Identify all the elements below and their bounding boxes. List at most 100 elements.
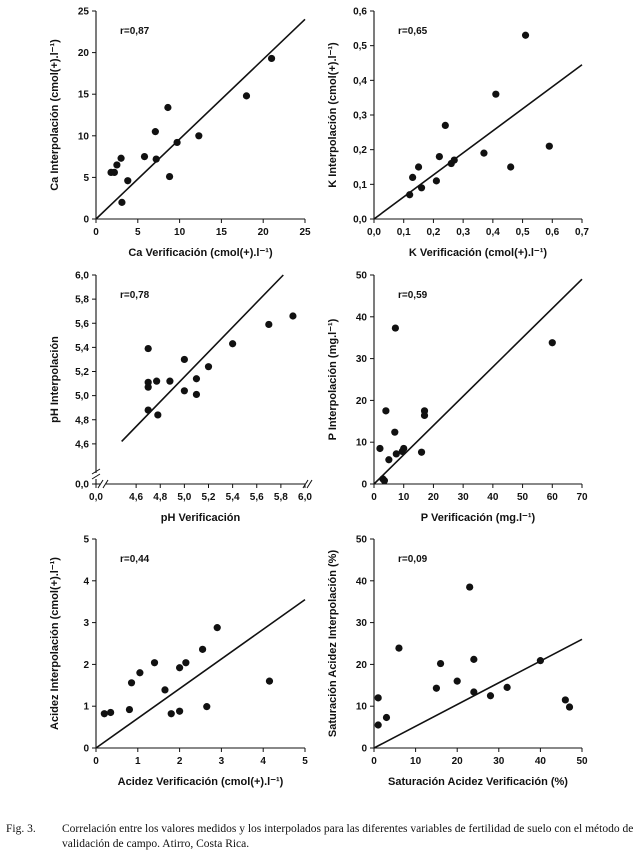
data-point <box>144 344 152 353</box>
x-tick-label: 0,5 <box>516 227 530 238</box>
data-point <box>548 339 556 347</box>
x-axis-break-mark <box>97 479 104 489</box>
data-point <box>265 320 273 329</box>
x-axis-label: Acidez Verificación (cmol(+).l⁻¹) <box>118 776 284 788</box>
x-tick-label: 0,0 <box>367 227 381 238</box>
y-tick-label: 5,8 <box>75 295 89 306</box>
y-tick-label: 4,6 <box>75 439 89 450</box>
data-point <box>391 324 399 332</box>
y-tick-label: 4,8 <box>75 415 89 426</box>
y-tick-label: 10 <box>356 438 368 449</box>
data-point <box>136 669 144 677</box>
x-tick-label: 5,2 <box>202 492 216 503</box>
x-tick-label: 20 <box>258 227 270 238</box>
y-tick-label: 0,3 <box>353 111 367 122</box>
y-tick-label: 20 <box>78 48 90 59</box>
x-tick-label: 60 <box>547 492 559 503</box>
data-point <box>441 121 449 129</box>
y-tick-label: 5,0 <box>75 391 89 402</box>
y-tick-label: 5 <box>83 173 89 184</box>
x-tick-label: 5,8 <box>274 492 288 503</box>
data-point <box>152 155 160 163</box>
data-point <box>392 450 400 458</box>
x-tick-label: 6,0 <box>298 492 312 503</box>
y-tick-label: 0,0 <box>353 215 367 226</box>
y-tick-label: 0,4 <box>353 76 367 87</box>
data-point <box>176 707 184 715</box>
x-tick-label: 0,6 <box>545 227 559 238</box>
y-tick-label: 40 <box>356 576 368 587</box>
data-point <box>100 710 108 718</box>
correlation-label: r=0,09 <box>398 554 428 565</box>
data-point <box>265 677 274 685</box>
data-point <box>229 340 237 348</box>
x-tick-label: 10 <box>410 756 422 767</box>
y-axis-label: Acidez Interpolación (cmol(+).l⁻¹) <box>49 557 61 730</box>
x-tick-label: 0,7 <box>575 227 589 238</box>
data-point <box>385 456 393 464</box>
data-point <box>436 659 445 668</box>
x-tick-label: 15 <box>216 227 228 238</box>
correlation-label: r=0,44 <box>120 554 150 565</box>
correlation-label: r=0,78 <box>120 290 150 301</box>
regression-line <box>373 638 583 749</box>
data-point <box>374 721 382 729</box>
x-tick-label: 0,2 <box>426 227 440 238</box>
data-point <box>213 624 221 632</box>
x-tick-label: 4,6 <box>129 492 143 503</box>
data-point <box>561 696 569 704</box>
data-point <box>492 90 500 98</box>
data-point <box>117 154 125 162</box>
x-axis-label: Saturación Acidez Verificación (%) <box>388 776 568 788</box>
y-tick-label: 25 <box>78 7 90 18</box>
data-point <box>450 156 458 164</box>
data-point <box>242 92 251 100</box>
data-point <box>545 142 553 150</box>
data-point <box>118 198 126 206</box>
y-tick-label: 6,0 <box>75 271 89 282</box>
x-axis-break-mark <box>102 479 109 489</box>
correlation-label: r=0,87 <box>120 26 150 37</box>
data-point <box>417 448 426 456</box>
regression-line <box>373 64 583 220</box>
y-tick-label: 20 <box>356 660 368 671</box>
y-tick-label: 50 <box>356 271 368 282</box>
data-point <box>204 363 213 371</box>
chart-panel-3: 0,0 4,6 4,8 5,0 5,2 5,4 5,6 5,8 6,0 0,0 4,6 4,8 5,0 5… <box>49 271 313 524</box>
y-axis-label: K Interpolación (cmol(+).l⁻¹) <box>327 42 339 188</box>
chart-panel-6: 0 10 20 30 40 50 0 10 20 30 40 50 r=0,09 Saturación A… <box>327 535 588 789</box>
data-point <box>165 172 174 181</box>
x-tick-label: 70 <box>576 492 588 503</box>
y-axis-break-mark <box>91 468 101 475</box>
data-point <box>400 444 408 453</box>
x-tick-label: 0 <box>371 756 377 767</box>
x-tick-label: 40 <box>487 492 499 503</box>
data-point <box>470 688 478 696</box>
y-axis-break-mark <box>91 473 101 480</box>
x-axis-break-mark <box>306 479 313 489</box>
x-tick-label: 30 <box>493 756 505 767</box>
y-axis-label: pH Interpolación <box>49 336 61 423</box>
data-point <box>182 659 190 667</box>
regression-line <box>121 274 284 443</box>
x-tick-label: 1 <box>135 756 141 767</box>
y-tick-label: 2 <box>83 660 89 671</box>
x-tick-label: 40 <box>535 756 547 767</box>
data-point <box>391 428 399 436</box>
y-tick-label: 1 <box>83 702 89 713</box>
x-tick-label: 20 <box>452 756 464 767</box>
data-point <box>480 149 488 157</box>
x-tick-label: 4 <box>260 756 266 767</box>
y-tick-label: 4 <box>83 576 89 587</box>
data-point <box>267 54 276 63</box>
data-point <box>289 312 297 320</box>
chart-panel-2: 0,0 0,1 0,2 0,3 0,4 0,5 0,6 0,7 0,0 0,1 0,2 0,3 0,4 0… <box>327 7 589 260</box>
y-tick-label: 0,2 <box>353 145 367 156</box>
x-axis-label: pH Verificación <box>161 512 241 524</box>
regression-line <box>95 18 306 220</box>
data-point <box>180 355 188 364</box>
x-axis-label: P Verificación (mg.l⁻¹) <box>421 512 536 524</box>
data-point <box>166 377 174 385</box>
x-axis-label: Ca Verificación (cmol(+).l⁻¹) <box>128 247 273 259</box>
